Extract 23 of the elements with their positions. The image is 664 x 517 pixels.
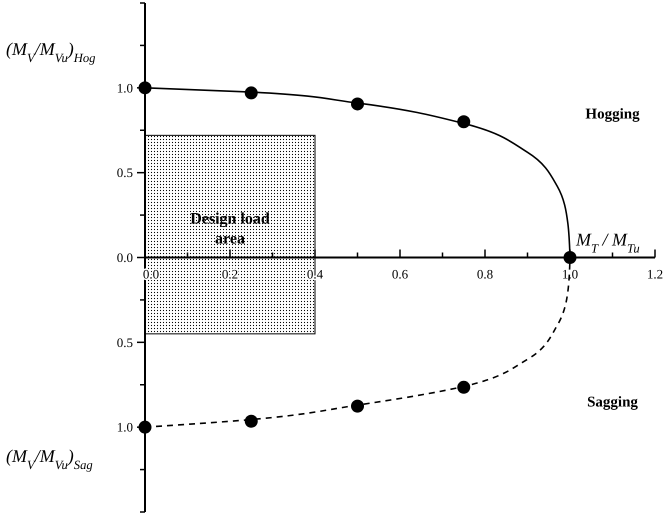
point (138, 420, 152, 434)
annotation: Sagging (587, 394, 638, 411)
point (351, 400, 364, 413)
y-tick-label: 0.0 (116, 250, 133, 265)
y-tick-label: 0.5 (116, 334, 133, 350)
y-tick-label: 0.5 (116, 165, 133, 180)
x-axis-title: M$_{T}$ / M$_{Tu}$ (575, 230, 640, 256)
x-tick-label: 0.8 (476, 266, 494, 282)
point (351, 97, 364, 110)
point (244, 414, 258, 428)
y-tick-label: 1.0 (116, 420, 133, 435)
point (244, 86, 258, 100)
point (457, 115, 470, 128)
annotation: Design load area (190, 210, 270, 248)
x-tick-label: 0.2 (222, 266, 238, 282)
x-tick-label: 0.6 (392, 266, 409, 282)
text: (M$_{V}$/M$_{Vu}$)$_{Sag}$ (6, 446, 93, 472)
x-tick-label: 1.0 (562, 266, 578, 282)
y-axis-title: (M$_{V}$/M$_{Vu}$)$_{Hog}$ (6, 39, 96, 65)
y-tick-label: 1.0 (116, 80, 133, 96)
annotation: Hogging (585, 106, 640, 122)
x-tick-label: 1.2 (646, 266, 664, 282)
point (457, 380, 470, 394)
